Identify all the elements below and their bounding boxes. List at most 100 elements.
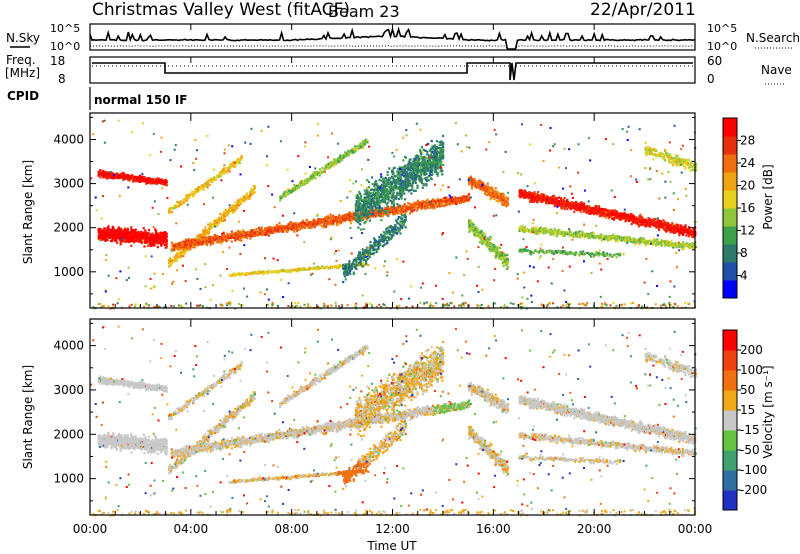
power-cell <box>398 204 401 207</box>
power-cell <box>286 270 290 273</box>
power-cell <box>123 240 126 243</box>
power-cell <box>318 218 321 221</box>
power-cell <box>204 185 207 188</box>
power-cell <box>238 239 241 242</box>
power-cell <box>390 188 394 191</box>
power-cell <box>416 161 419 164</box>
power-cell <box>385 203 388 206</box>
power-cell <box>397 181 400 184</box>
power-cell <box>352 211 355 214</box>
power-cell <box>162 183 165 186</box>
power-cell <box>260 228 263 231</box>
power-cell <box>205 239 208 242</box>
power-cell <box>243 199 246 202</box>
power-cell <box>226 237 229 240</box>
power-cell <box>311 226 314 229</box>
power-cell <box>390 195 393 198</box>
power-cell <box>408 181 411 184</box>
power-cell <box>390 180 393 183</box>
power-cell <box>372 209 375 212</box>
power-cell <box>238 161 241 164</box>
power-cell <box>161 233 164 236</box>
power-cell <box>386 179 389 182</box>
power-cell <box>146 240 149 243</box>
power-cell <box>411 185 414 188</box>
power-cell <box>229 236 232 240</box>
power-cell <box>145 232 148 235</box>
power-cell <box>183 247 186 250</box>
power-cell <box>353 147 356 150</box>
power-cell <box>173 260 176 263</box>
power-cell <box>323 226 326 229</box>
station-title: Christmas Valley West (fitACF) <box>92 0 350 20</box>
power-cell <box>460 195 464 198</box>
power-cell <box>358 199 361 202</box>
power-cell <box>295 188 298 191</box>
power-cell <box>397 167 400 170</box>
power-cell <box>397 212 400 215</box>
power-cell <box>183 201 186 204</box>
power-cell <box>380 219 383 222</box>
power-cell <box>299 183 302 186</box>
power-cell <box>225 171 228 174</box>
power-cell <box>420 206 423 209</box>
power-cell <box>392 206 395 209</box>
power-cell <box>222 210 225 214</box>
power-cell <box>382 189 385 192</box>
power-cell <box>358 215 361 218</box>
power-cell <box>156 246 159 249</box>
power-cell <box>165 183 168 186</box>
power-cell <box>412 164 415 167</box>
power-cell <box>400 207 404 210</box>
power-cell <box>414 179 417 182</box>
nave-label: Nave <box>761 63 792 77</box>
power-cell <box>165 240 168 243</box>
power-cell <box>390 184 393 187</box>
power-cell <box>191 244 194 248</box>
power-cell <box>292 189 295 192</box>
power-cell <box>370 195 373 198</box>
power-cell <box>143 233 146 237</box>
power-cell <box>225 238 228 241</box>
power-cell <box>336 218 339 221</box>
power-cell <box>337 215 340 218</box>
power-cell <box>328 161 331 164</box>
power-cell <box>397 177 400 180</box>
power-cell <box>225 240 228 243</box>
power-cell <box>361 215 364 218</box>
power-cell <box>367 214 370 217</box>
power-cell <box>278 222 281 225</box>
power-cell <box>391 208 394 211</box>
power-cell <box>342 156 345 159</box>
power-cell <box>239 274 242 277</box>
power-cell <box>347 154 351 157</box>
power-cell <box>404 198 407 201</box>
power-cell <box>390 196 394 199</box>
power-cell <box>204 226 207 229</box>
power-cell <box>211 225 214 228</box>
power-cell <box>401 168 404 172</box>
power-cell <box>445 196 448 199</box>
power-cell <box>357 216 360 219</box>
power-cell <box>209 221 212 224</box>
power-cell <box>289 271 292 274</box>
power-cell <box>106 238 109 242</box>
power-cell <box>288 269 291 272</box>
power-cell <box>313 175 316 178</box>
power-cell <box>144 229 147 232</box>
power-cell <box>439 204 442 207</box>
power-cell <box>380 186 383 189</box>
power-cell <box>402 180 405 183</box>
power-cell <box>154 231 158 234</box>
power-cell <box>409 158 412 161</box>
power-cell <box>313 226 316 229</box>
power-cell <box>383 194 386 197</box>
power-cell <box>403 166 406 169</box>
power-cell <box>241 272 245 276</box>
power-cell <box>219 217 222 220</box>
power-cell <box>392 172 395 175</box>
power-cell <box>375 206 379 209</box>
power-cell <box>234 165 237 168</box>
power-cell <box>176 251 179 254</box>
power-cell <box>253 186 256 189</box>
